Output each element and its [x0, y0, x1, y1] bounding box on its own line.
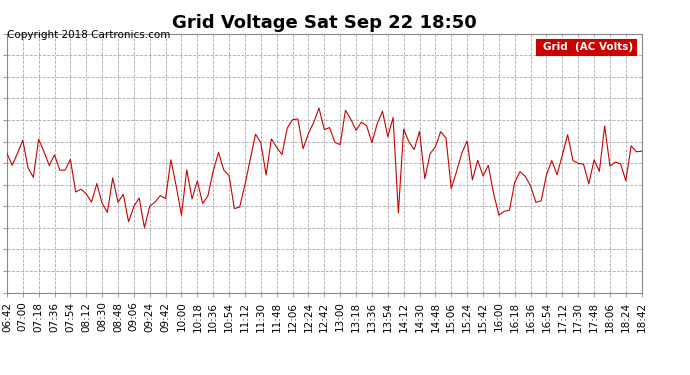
- Legend: Grid  (AC Volts): Grid (AC Volts): [536, 39, 636, 55]
- Text: Copyright 2018 Cartronics.com: Copyright 2018 Cartronics.com: [7, 30, 170, 40]
- Title: Grid Voltage Sat Sep 22 18:50: Grid Voltage Sat Sep 22 18:50: [172, 14, 477, 32]
